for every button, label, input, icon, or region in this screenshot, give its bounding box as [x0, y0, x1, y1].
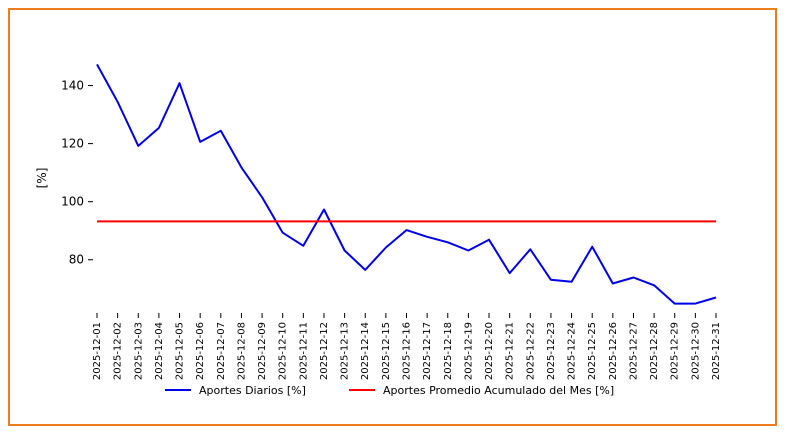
x-tick-label: 2025-12-23 [546, 322, 557, 380]
x-tick-label: 2025-12-09 [257, 322, 268, 380]
x-tick-label: 2025-12-10 [278, 322, 289, 380]
x-tick-label: 2025-12-21 [505, 322, 516, 380]
x-tick-label: 2025-12-31 [711, 322, 722, 380]
x-tick-label: 2025-12-20 [484, 322, 495, 380]
x-tick-label: 2025-12-26 [608, 322, 619, 380]
legend-label: Aportes Diarios [%] [199, 384, 306, 397]
x-tick-label: 2025-12-22 [525, 322, 536, 380]
y-tick-label: 80 [69, 253, 84, 267]
y-tick-label: 120 [61, 137, 84, 151]
legend-item: Aportes Promedio Acumulado del Mes [%] [349, 384, 614, 397]
y-tick-label: 140 [61, 79, 84, 93]
x-tick-label: 2025-12-17 [422, 322, 433, 380]
x-tick-label: 2025-12-16 [402, 322, 413, 380]
x-tick-label: 2025-12-28 [649, 322, 660, 380]
x-tick-label: 2025-12-15 [381, 322, 392, 380]
x-tick-label: 2025-12-27 [628, 322, 639, 380]
x-tick-label: 2025-12-06 [195, 322, 206, 380]
x-tick-label: 2025-12-18 [443, 322, 454, 380]
x-tick-label: 2025-12-08 [236, 322, 247, 380]
x-tick-label: 2025-12-12 [319, 322, 330, 380]
x-tick-label: 2025-12-19 [463, 322, 474, 380]
legend-label: Aportes Promedio Acumulado del Mes [%] [383, 384, 614, 397]
x-tick-label: 2025-12-04 [154, 322, 165, 380]
x-tick-label: 2025-12-25 [587, 322, 598, 380]
x-tick-label: 2025-12-13 [340, 322, 351, 380]
x-tick-label: 2025-12-07 [216, 322, 227, 380]
legend-item: Aportes Diarios [%] [165, 384, 306, 397]
series-line-aportes-diarios [96, 63, 717, 305]
x-tick-label: 2025-12-24 [567, 322, 578, 380]
x-tick-label: 2025-12-30 [690, 322, 701, 380]
y-axis: 80 100 120 140 [61, 79, 93, 267]
x-tick-label: 2025-12-05 [175, 322, 186, 380]
y-axis-label: [%] [35, 168, 49, 189]
x-tick-label: 2025-12-01 [92, 322, 103, 380]
chart-frame [8, 8, 777, 426]
x-tick-label: 2025-12-29 [670, 322, 681, 380]
x-tick-label: 2025-12-14 [360, 322, 371, 380]
y-tick-label: 100 [61, 195, 84, 209]
series-layer [96, 63, 717, 305]
legend: Aportes Diarios [%] Aportes Promedio Acum… [165, 384, 614, 397]
x-tick-label: 2025-12-02 [113, 322, 124, 380]
x-tick-label: 2025-12-11 [298, 322, 309, 380]
x-tick-label: 2025-12-03 [133, 322, 144, 380]
x-axis: 2025-12-01 2025-12-02 2025-12-03 2025-12-04… [92, 313, 722, 380]
